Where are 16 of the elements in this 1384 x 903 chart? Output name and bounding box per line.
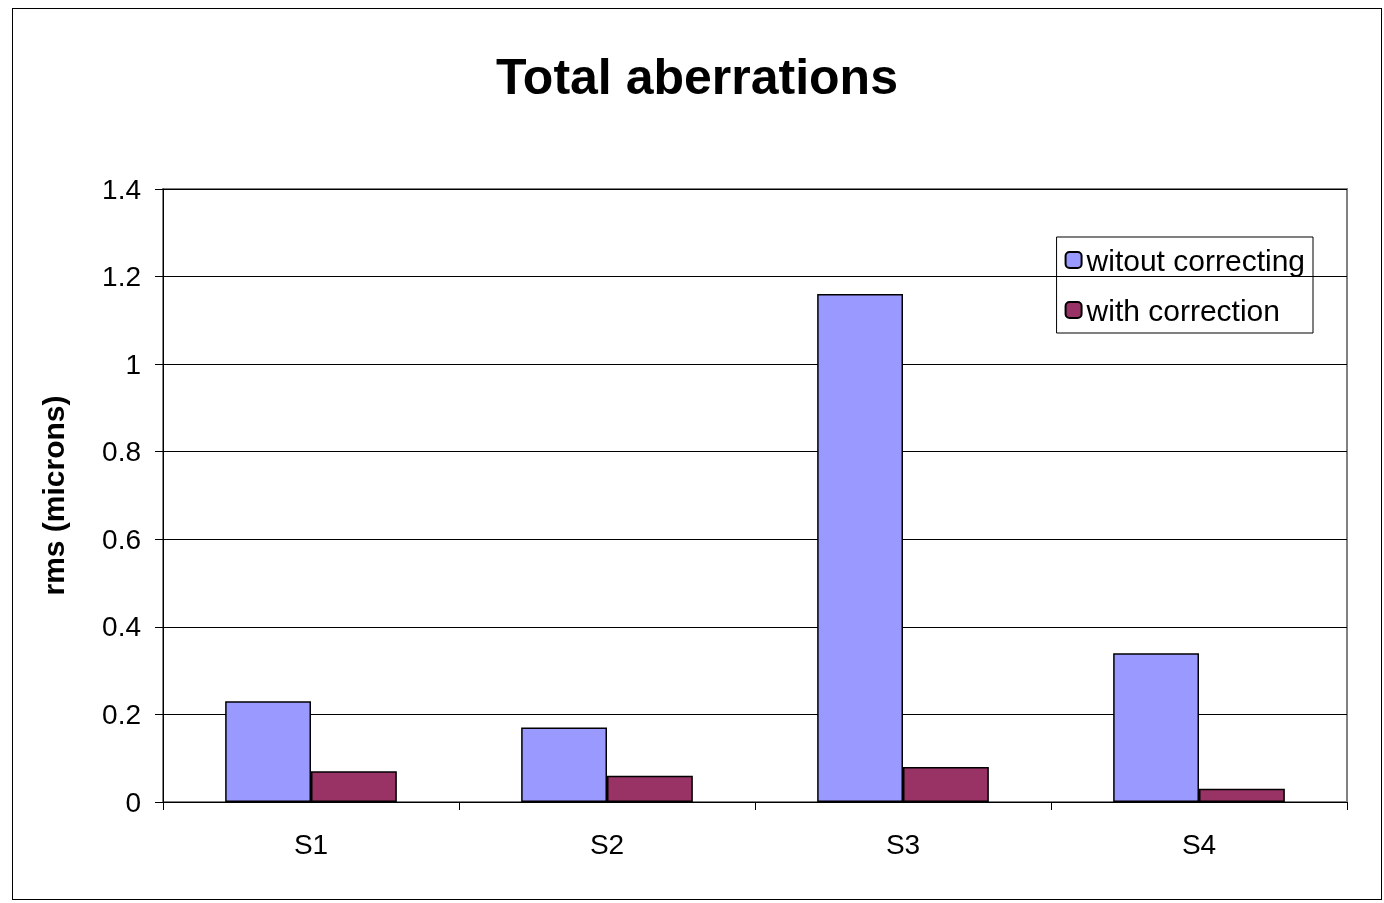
y-tick-label: 1.2 — [102, 261, 141, 293]
legend-label: witout correcting — [1085, 243, 1306, 277]
y-tick-label: 0 — [125, 786, 141, 818]
y-axis-title: rms (microns) — [36, 395, 70, 596]
x-tick-label: S1 — [293, 828, 329, 860]
y-tick-label: 0.2 — [102, 698, 141, 730]
chart-title: Total aberrations — [496, 49, 898, 105]
y-tick-label: 0.6 — [102, 523, 141, 555]
y-tick-label: 0.4 — [102, 611, 141, 643]
legend-label: with correction — [1085, 293, 1280, 327]
x-tick-label: S3 — [885, 828, 921, 860]
x-tick-label: S2 — [589, 828, 625, 860]
y-tick-label: 0.8 — [102, 436, 141, 468]
x-tick-label: S4 — [1181, 828, 1217, 860]
y-tick-label: 1 — [125, 348, 141, 380]
y-tick-label: 1.4 — [102, 173, 141, 205]
